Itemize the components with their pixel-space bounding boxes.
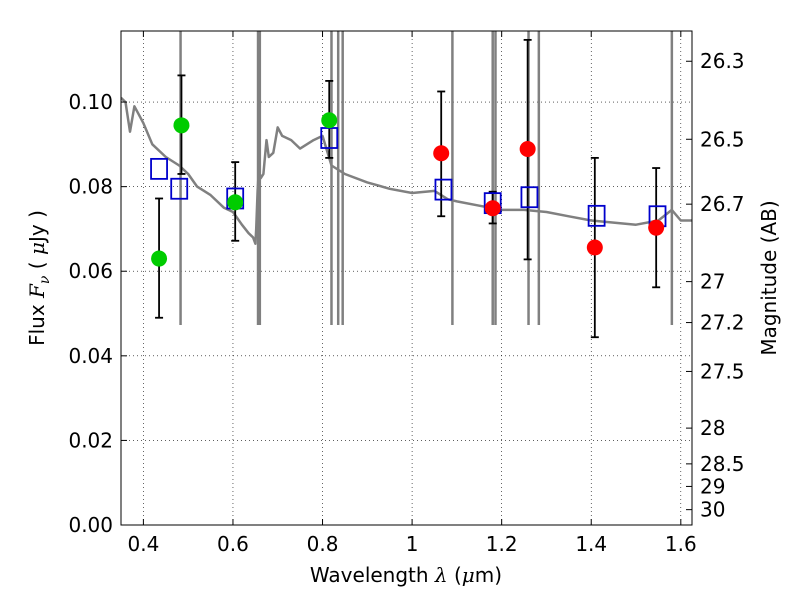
axes-frame xyxy=(120,30,693,526)
x-tick-label: 1 xyxy=(406,532,419,556)
y2-tick-label: 28 xyxy=(700,416,725,440)
x-tick-label: 1.6 xyxy=(665,532,697,556)
red-photometry-point xyxy=(484,200,501,217)
x-tick-label: 1.4 xyxy=(575,532,607,556)
x-tick-label: 0.8 xyxy=(307,532,339,556)
y-axis-title-unit-prefix: μ xyxy=(25,242,49,255)
y-tick-label: 0.08 xyxy=(68,175,113,199)
y2-tick-label: 27.5 xyxy=(700,359,745,383)
model-band-box xyxy=(170,177,189,200)
y-axis-title-subscript: ν xyxy=(37,275,53,284)
y-tick-label: 0.02 xyxy=(68,428,113,452)
y2-tick-label: 27.2 xyxy=(700,311,745,335)
red-photometry-point xyxy=(648,219,665,236)
grid-lines xyxy=(121,31,692,526)
axis-ticks: 0.4 0.6 0.8 1 1.2 1.4 1.6 0.00 0.02 0.04 0.06 0.08 0… xyxy=(68,31,745,556)
y2-axis-title: Magnitude (AB) xyxy=(757,200,781,355)
x-axis-title-symbol: λ xyxy=(434,563,448,587)
red-photometry-point xyxy=(433,145,450,162)
red-photometry-point xyxy=(586,239,603,256)
model-band-box xyxy=(587,204,606,227)
y-tick-label: 0.10 xyxy=(68,90,113,114)
x-tick-label: 0.4 xyxy=(127,532,159,556)
model-band-box xyxy=(434,178,453,201)
green-photometry-point xyxy=(151,250,168,267)
red-photometry-point xyxy=(519,141,536,158)
model-band-box xyxy=(520,186,539,209)
model-spectrum-line xyxy=(121,96,692,245)
y-tick-label: 0.00 xyxy=(68,513,113,537)
x-axis-title-unit: m) xyxy=(475,563,502,587)
x-axis-title-prefix: Wavelength xyxy=(310,563,435,587)
green-photometry-point xyxy=(173,117,190,134)
y2-tick-label: 26.5 xyxy=(700,127,745,151)
y2-tick-label: 28.5 xyxy=(700,452,745,476)
y-axis-title-open: ( xyxy=(25,255,49,276)
model-band-box xyxy=(150,157,168,180)
y-axis-title-unit: Jy ) xyxy=(25,210,49,244)
y2-tick-label: 27 xyxy=(700,270,725,294)
x-axis-title-unit-prefix: μ xyxy=(462,563,475,587)
y2-tick-label: 30 xyxy=(700,498,725,522)
y-tick-label: 0.06 xyxy=(68,259,113,283)
green-photometry-point xyxy=(321,112,338,129)
green-photometry-point xyxy=(227,194,244,211)
y-tick-label: 0.04 xyxy=(68,344,113,368)
y-axis-title-prefix: Flux xyxy=(25,298,49,346)
y2-tick-label: 29 xyxy=(700,474,725,498)
x-tick-label: 1.2 xyxy=(486,532,518,556)
y2-tick-label: 26.3 xyxy=(700,49,745,73)
x-axis-title-open: ( xyxy=(448,563,462,587)
y-axis-title: Flux Fν ( μJy ) xyxy=(25,210,53,346)
y-axis-title-symbol: F xyxy=(25,283,49,299)
x-axis-title: Wavelength λ (μm) xyxy=(310,563,502,587)
x-tick-label: 0.6 xyxy=(217,532,249,556)
plot-area xyxy=(121,31,692,325)
markers xyxy=(150,112,667,267)
y2-tick-label: 26.7 xyxy=(700,192,745,216)
